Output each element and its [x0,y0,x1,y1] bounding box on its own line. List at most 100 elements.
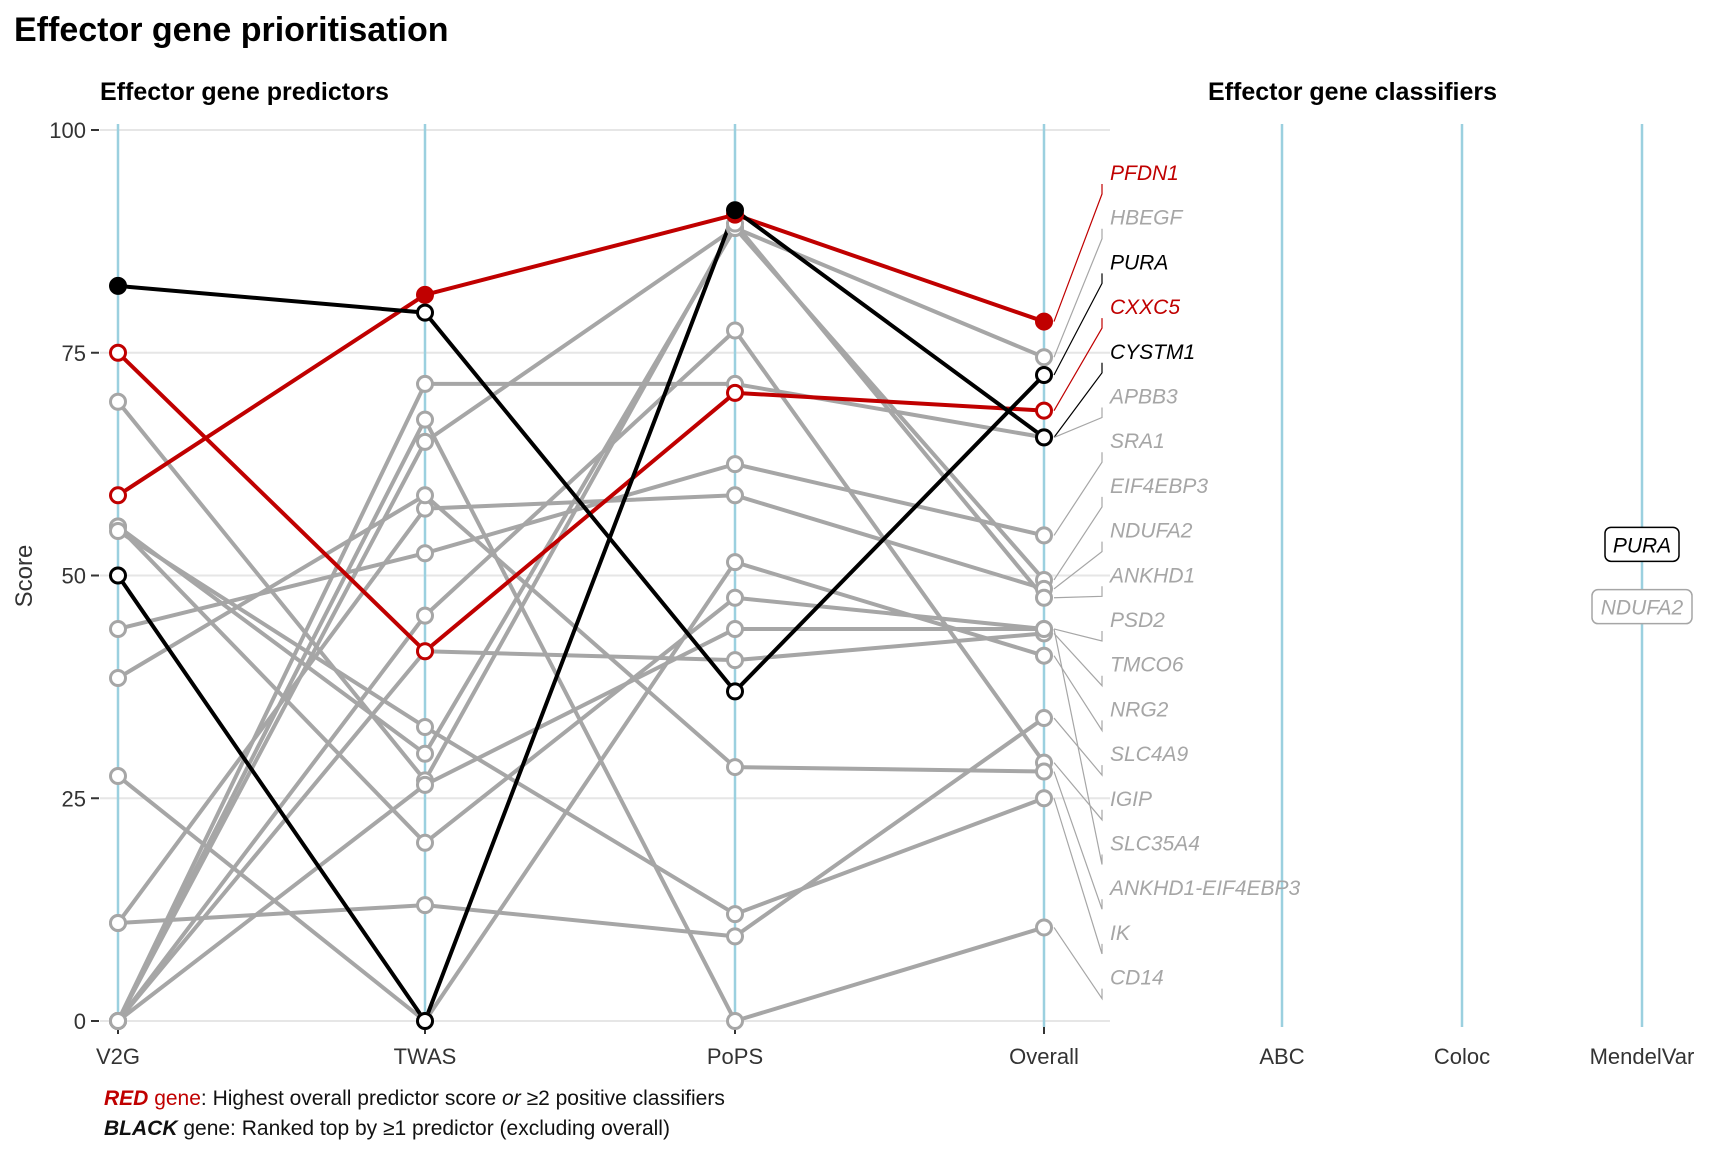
gene-label-CYSTM1: CYSTM1 [1110,341,1195,364]
point-CD14-PoPS [726,1012,744,1030]
series-lines [116,208,1046,1023]
series-line-APBB3 [116,381,1045,1022]
point-SRA1-TWAS [416,544,434,563]
caption-red-end: ≥2 positive classifiers [520,1087,725,1110]
series-line-SLC4A9 [117,716,1046,939]
x-tick-label-TWAS: TWAS [394,1044,457,1069]
point-NRG2-Overall [1035,646,1053,665]
point-ANKHD1-EIF4EBP3-V2G [109,668,127,687]
series-line-CXXC5 [116,351,1045,654]
leader-PFDN1 [1053,184,1103,322]
gene-label-IK: IK [1110,922,1131,945]
series-line-NDUFA2 [116,493,1045,925]
point-SLC35A4-PoPS [726,619,744,638]
point-PFDN1-V2G [109,486,127,505]
point-CXXC5-V2G [109,343,127,362]
series-line-NRG2 [116,560,1045,1023]
series-line-ANKHD1-EIF4EBP3 [116,493,1045,774]
gene-label-SRA1: SRA1 [1110,430,1165,453]
classifier-label-NDUFA2: NDUFA2 [1601,597,1684,620]
point-SLC4A9-V2G [109,913,127,932]
point-PFDN1-Overall [1035,312,1053,331]
caption-or: or [502,1087,521,1110]
leader-CYSTM1 [1053,362,1103,438]
point-CD14-V2G [109,1012,127,1030]
point-SRA1-PoPS [726,455,744,474]
point-PURA-TWAS [416,303,434,322]
gene-label-NDUFA2: NDUFA2 [1110,520,1193,543]
gene-label-APBB3: APBB3 [1108,386,1178,409]
y-axis: 0 25 50 75 100 [49,118,99,1034]
caption-black-keyword: BLACK [104,1117,178,1140]
leader-SLC4A9 [1053,717,1103,777]
series-line-PFDN1 [116,212,1045,497]
point-TMCO6-PoPS [726,651,744,670]
leader-CXXC5 [1053,318,1103,411]
series-line-HBEGF [116,226,1045,1022]
x-tick-label-MendelVar: MendelVar [1590,1044,1695,1069]
series-line-IGIP [116,328,1046,1023]
classifier-box-PURA [1604,526,1680,563]
series-points [109,201,1053,1030]
gene-label-PSD2: PSD2 [1110,609,1165,632]
caption-red-gene-word: gene [154,1087,201,1110]
point-CXXC5-PoPS [726,383,744,402]
gene-label-ANKHD1-EIF4EBP3: ANKHD1-EIF4EBP3 [1108,877,1301,900]
y-tick-label-0: 0 [74,1009,86,1034]
point-IK-Overall [1035,789,1053,808]
leader-CD14 [1053,927,1103,1001]
series-line-TMCO6 [116,631,1045,1023]
point-ANKHD1-EIF4EBP3-Overall [1035,762,1053,781]
leader-ANKHD1 [1053,586,1103,599]
y-tick-label-25: 25 [62,786,86,811]
point-SLC35A4-TWAS [416,775,434,794]
point-SRA1-Overall [1035,526,1053,545]
point-IK-TWAS [416,717,434,736]
point-HBEGF-Overall [1035,348,1053,367]
point-PSD2-TWAS [416,833,434,852]
y-tick-label-75: 75 [62,341,86,366]
leader-NDUFA2 [1053,541,1103,590]
x-tick-label-Overall: Overall [1009,1044,1079,1069]
leader-SLC35A4 [1053,628,1103,865]
x-tick-label-ABC: ABC [1259,1044,1304,1069]
gene-label-NRG2: NRG2 [1110,698,1169,721]
gene-label-ANKHD1: ANKHD1 [1108,564,1195,587]
gene-label-IGIP: IGIP [1110,788,1152,811]
gene-label-PURA: PURA [1110,251,1168,274]
point-SLC4A9-Overall [1035,709,1053,728]
series-line-CYSTM1 [116,208,1046,1023]
caption-red-text: : Highest overall predictor score [200,1087,503,1110]
leader-IK [1053,798,1103,955]
point-IK-PoPS [726,905,744,924]
gene-label-CXXC5: CXXC5 [1110,296,1180,319]
leader-SRA1 [1053,452,1103,536]
leader-TMCO6 [1053,633,1103,688]
series-line-PURA [117,283,1046,694]
x-tick-label-PoPS: PoPS [707,1044,763,1069]
classifiers-subtitle: Effector gene classifiers [1208,78,1497,106]
y-tick-label-100: 100 [49,118,86,143]
point-SLC4A9-PoPS [726,927,744,946]
point-IK-V2G [109,521,127,540]
point-CYSTM1-Overall [1035,428,1053,447]
series-line-EIF4EBP3 [116,226,1046,756]
x-tick-label-Coloc: Coloc [1434,1044,1490,1069]
point-CYSTM1-TWAS [416,1012,434,1030]
point-PFDN1-TWAS [416,285,434,304]
leader-PSD2 [1053,628,1103,642]
gene-label-CD14: CD14 [1110,967,1164,990]
leader-PURA [1053,273,1103,376]
grid-lines [100,129,1110,1022]
gene-labels: PFDN1 HBEGF PURA CXXC5 CYSTM1 APBB3 SRA1 EIF4EB… [1053,162,1301,1001]
y-tick-label-50: 50 [62,564,86,589]
point-SLC35A4-Overall [1035,619,1053,638]
classifier-hits: PURA NDUFA2 [1591,526,1693,625]
point-PURA-V2G [109,276,127,295]
point-ANKHD1-EIF4EBP3-TWAS [416,486,434,505]
point-PURA-Overall [1035,366,1053,385]
point-SRA1-V2G [109,619,127,638]
point-PSD2-PoPS [726,588,744,607]
point-IGIP-TWAS [416,606,434,625]
